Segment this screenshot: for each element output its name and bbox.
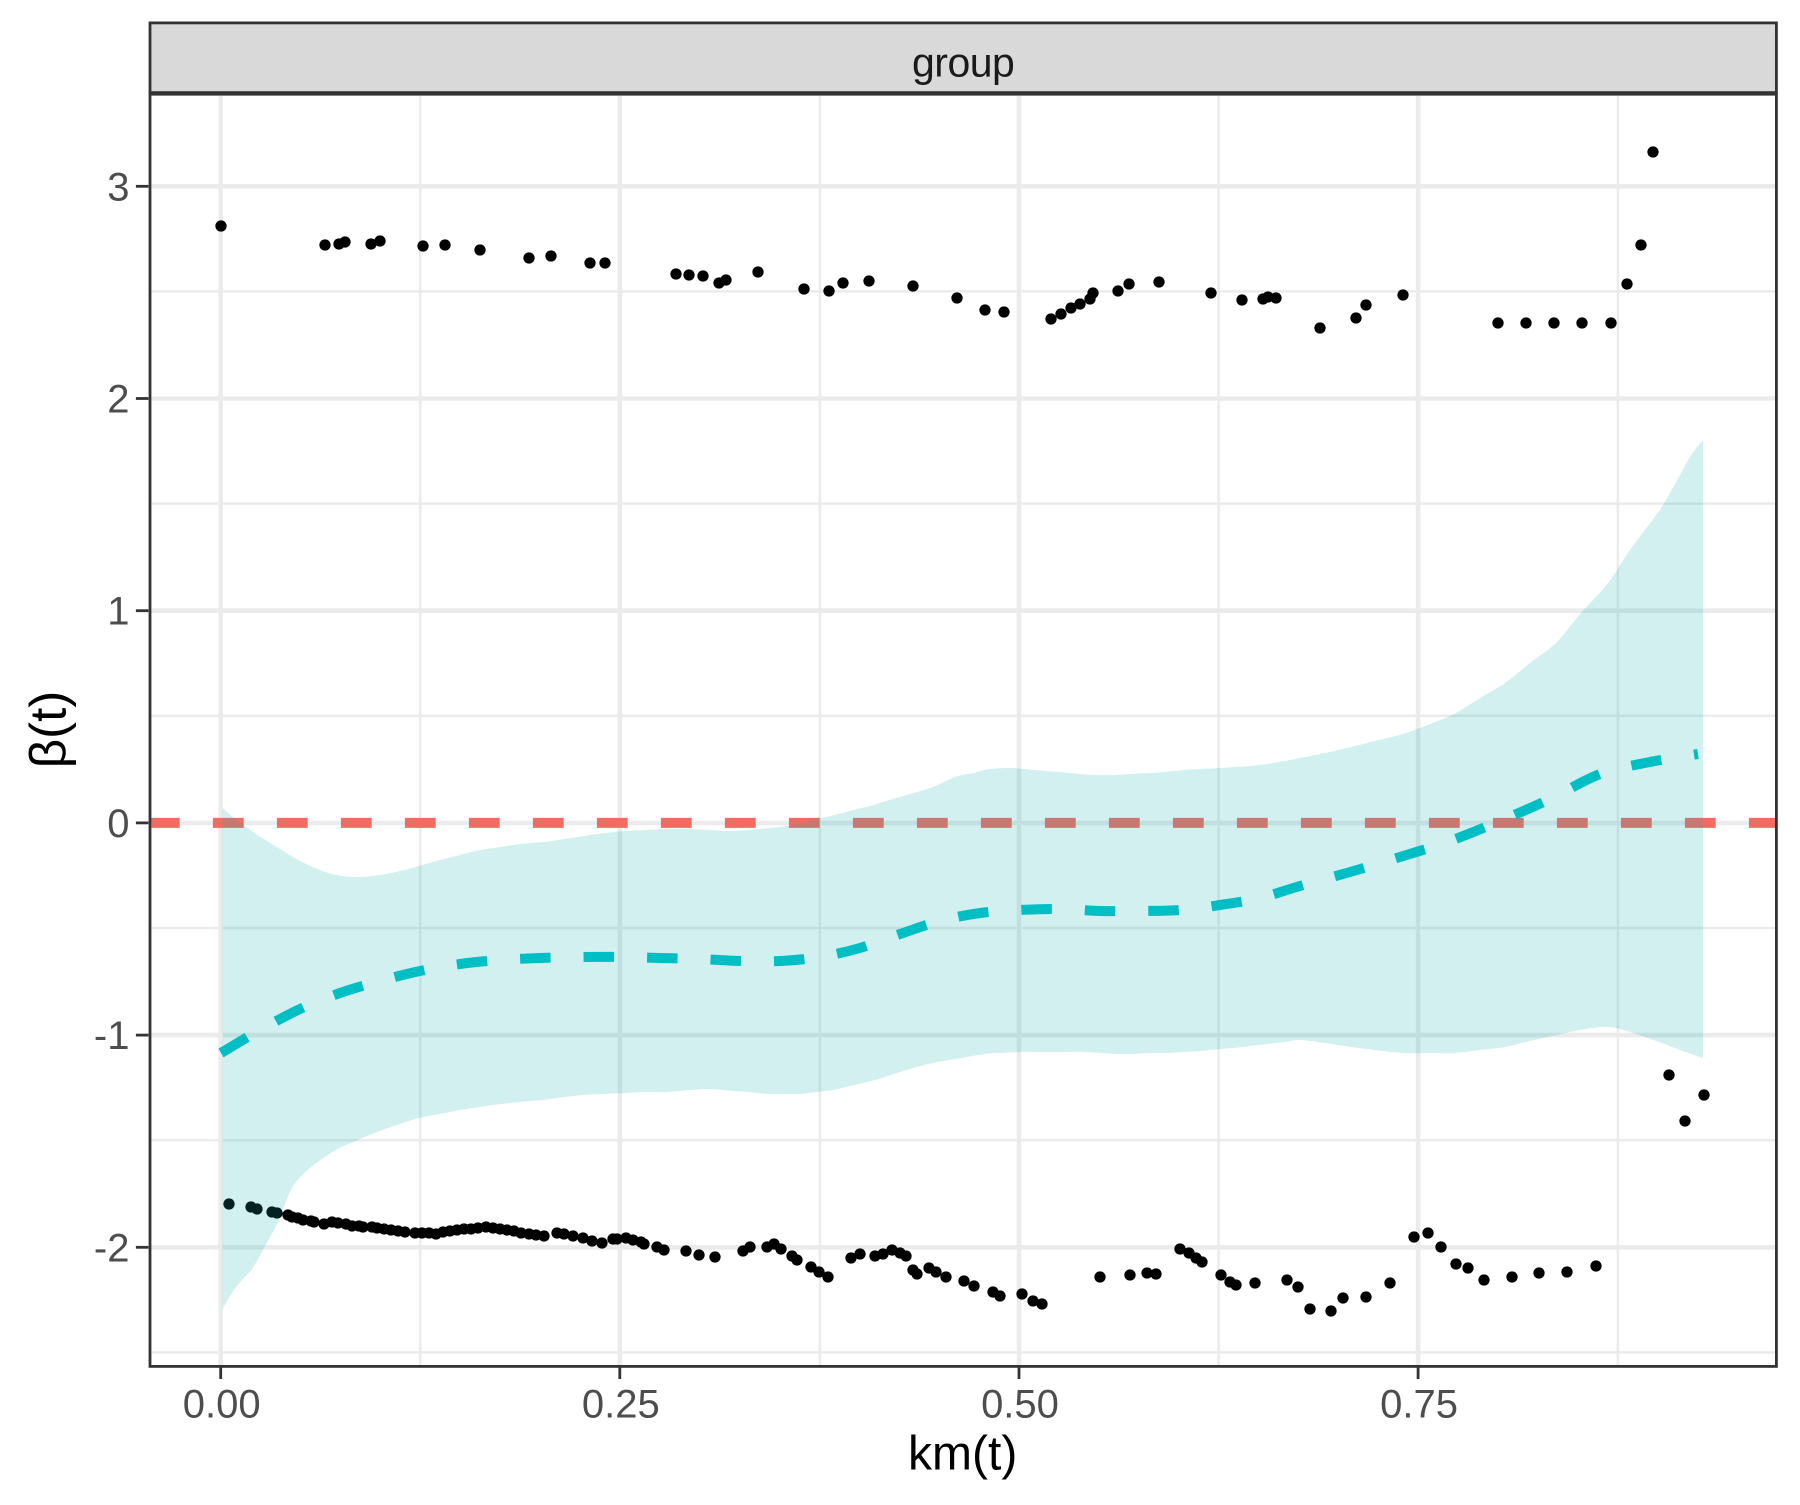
svg-text:0.75: 0.75 — [1380, 1383, 1458, 1427]
svg-text:3: 3 — [107, 165, 129, 209]
svg-text:0.00: 0.00 — [183, 1383, 261, 1427]
svg-text:2: 2 — [107, 378, 129, 422]
svg-text:group: group — [912, 39, 1014, 85]
svg-text:km(t): km(t) — [908, 1428, 1017, 1481]
svg-text:0: 0 — [107, 802, 129, 846]
svg-text:-2: -2 — [94, 1226, 130, 1270]
svg-text:-1: -1 — [94, 1014, 130, 1058]
svg-text:1: 1 — [107, 590, 129, 634]
svg-text:0.25: 0.25 — [582, 1383, 660, 1427]
svg-text:β(t): β(t) — [19, 691, 76, 768]
svg-text:0.50: 0.50 — [981, 1383, 1059, 1427]
